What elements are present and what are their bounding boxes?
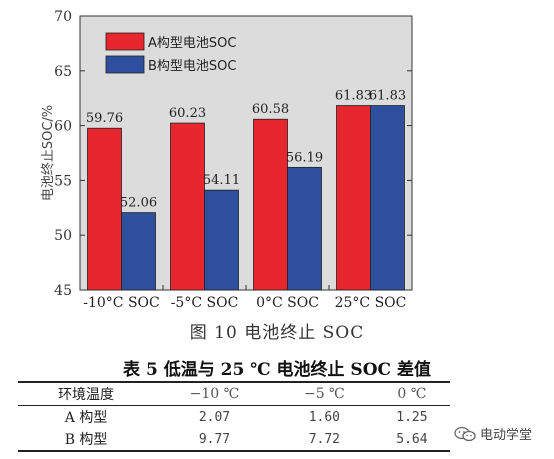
y-tick-label: 60: [54, 119, 72, 135]
bar-a: [87, 127, 122, 291]
bar-b: [121, 212, 156, 291]
y-tick-label: 55: [54, 173, 72, 189]
y-tick-label: 45: [54, 283, 72, 299]
header-cell: −10 ℃: [189, 386, 240, 402]
soc-bar-chart: 45 50 55 60 65 70 59.76 52.06 60.23 54.11 60.58 56…: [40, 9, 413, 311]
row-label: A 构型: [64, 410, 108, 426]
y-tick-label: 65: [54, 64, 72, 80]
table-cell: 5.64: [396, 431, 428, 447]
header-cell: 0 ℃: [397, 386, 427, 402]
watermark: 电动学堂: [454, 424, 532, 443]
data-label-b: 54.11: [203, 173, 240, 188]
bar-b: [204, 189, 239, 291]
legend-swatch-a: [105, 32, 145, 51]
row-label: B 构型: [64, 432, 108, 448]
data-label-b: 52.06: [120, 196, 157, 211]
data-label-b: 56.19: [286, 150, 323, 165]
x-tick-label: 25°C SOC: [335, 295, 407, 311]
y-axis-label: 电池终止SOC/%: [40, 105, 56, 201]
data-label-a: 61.83: [335, 89, 372, 104]
figure-caption: 图 10 电池终止 SOC: [189, 323, 365, 343]
bar-a: [170, 122, 205, 291]
table-header-row: 环境温度 −10 ℃ −5 ℃ 0 ℃: [18, 382, 450, 406]
table-cell: 1.60: [308, 409, 340, 425]
bar-b: [287, 166, 322, 291]
legend-swatch-b: [105, 55, 145, 74]
y-tick-label: 70: [54, 9, 72, 25]
table-cell: 7.72: [308, 431, 340, 447]
bar-a: [336, 105, 371, 291]
table-row: A 构型 2.07 1.60 1.25: [18, 406, 450, 429]
legend: A构型电池SOC B构型电池SOC: [105, 32, 236, 74]
legend-label-b: B构型电池SOC: [148, 59, 236, 74]
bar-b: [370, 105, 405, 291]
table-title: 表 5 低温与 25 ℃ 电池终止 SOC 差值: [123, 360, 431, 380]
data-label-a: 60.58: [252, 102, 289, 117]
table-cell: 2.07: [198, 409, 231, 425]
x-tick-label: 0°C SOC: [256, 295, 319, 311]
data-label-a: 60.23: [169, 106, 206, 121]
data-label-a: 59.76: [86, 111, 123, 126]
soc-difference-table: 环境温度 −10 ℃ −5 ℃ 0 ℃ A 构型 2.07 1.60 1.25 …: [18, 381, 450, 452]
x-tick-label: -10°C SOC: [83, 295, 160, 311]
wechat-icon: [454, 426, 476, 441]
x-tick-label: -5°C SOC: [171, 295, 239, 311]
table-cell: 9.77: [198, 431, 231, 447]
bar-a: [253, 118, 288, 291]
watermark-text: 电动学堂: [480, 428, 533, 443]
header-cell: 环境温度: [58, 387, 115, 403]
y-axis: 45 50 55 60 65 70: [54, 9, 412, 299]
header-cell: −5 ℃: [303, 386, 345, 402]
table-cell: 1.25: [396, 409, 428, 425]
legend-label-a: A构型电池SOC: [148, 36, 236, 51]
table-row: B 构型 9.77 7.72 5.64: [18, 428, 450, 451]
data-label-b: 61.83: [369, 89, 406, 104]
y-tick-label: 50: [54, 228, 72, 244]
x-axis: -10°C SOC -5°C SOC 0°C SOC 25°C SOC: [83, 285, 406, 311]
